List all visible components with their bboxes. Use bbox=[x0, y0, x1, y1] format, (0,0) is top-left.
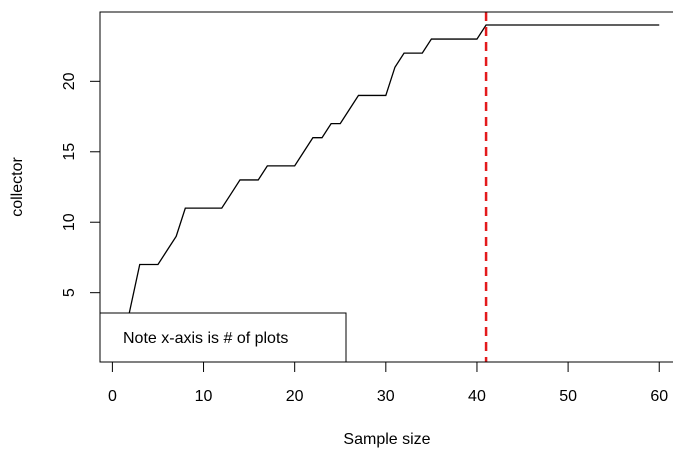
x-tick-label: 50 bbox=[559, 388, 577, 405]
y-tick-label: 20 bbox=[61, 72, 78, 90]
data-line bbox=[120, 24, 660, 350]
x-tick-label: 0 bbox=[108, 388, 117, 405]
y-tick-label: 15 bbox=[61, 143, 78, 161]
plot-frame bbox=[99, 11, 673, 363]
x-tick-label: 20 bbox=[286, 388, 304, 405]
y-tick-label: 10 bbox=[61, 213, 78, 231]
annotation: Note x-axis is # of plots bbox=[123, 330, 288, 347]
x-tick-label: 30 bbox=[377, 388, 395, 405]
x-tick-label: 40 bbox=[468, 388, 486, 405]
y-tick-label: 5 bbox=[61, 288, 78, 297]
x-axis-label: Sample size bbox=[343, 431, 430, 448]
x-tick-label: 10 bbox=[195, 388, 213, 405]
annotation-box bbox=[99, 312, 347, 363]
x-tick-label: 60 bbox=[650, 388, 668, 405]
y-axis-label: collector bbox=[9, 157, 26, 217]
